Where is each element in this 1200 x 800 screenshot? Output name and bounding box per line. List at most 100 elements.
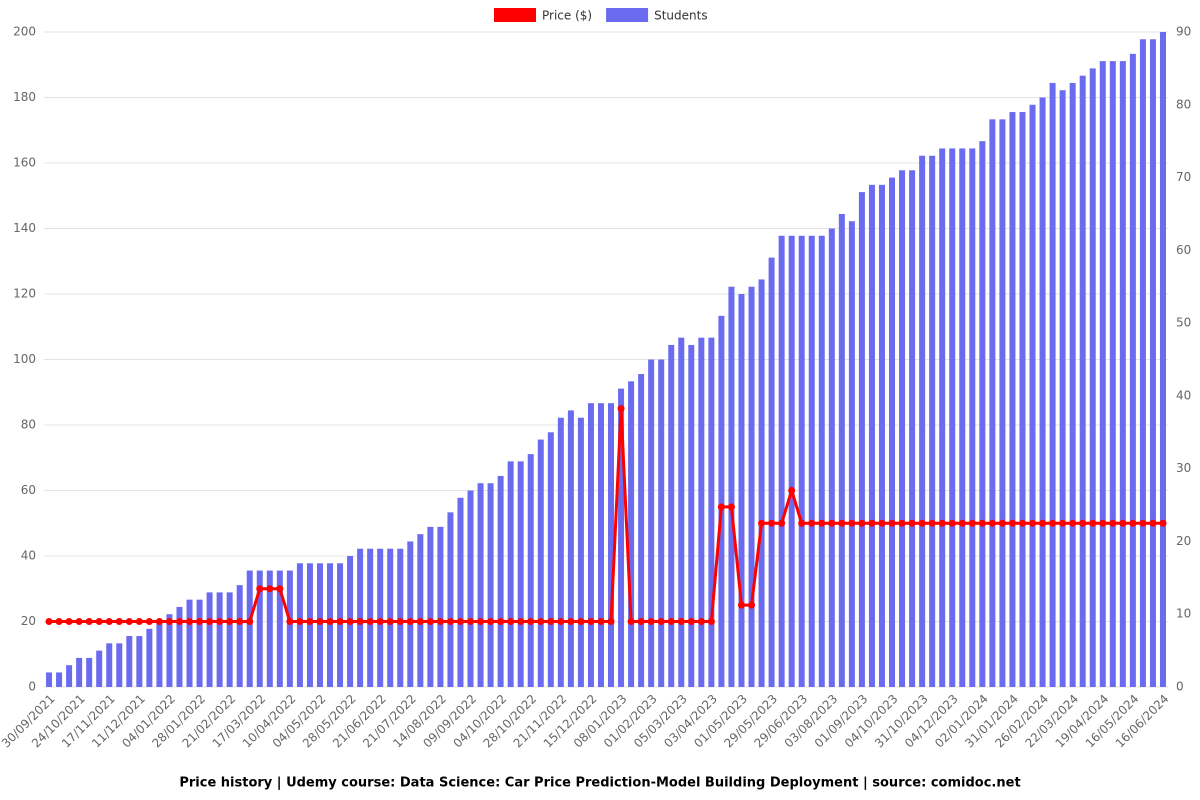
price-point [808, 519, 816, 527]
price-point [1159, 519, 1167, 527]
price-point [165, 618, 173, 625]
bar [66, 665, 73, 687]
price-point [587, 618, 595, 625]
price-point [1018, 519, 1026, 527]
price-point [356, 618, 364, 625]
bar [688, 344, 695, 687]
bar [1039, 97, 1046, 687]
bar [206, 592, 213, 687]
bar [788, 235, 795, 687]
bar [116, 643, 123, 687]
bar [176, 606, 183, 687]
y2-tick-label: 50 [1176, 316, 1191, 330]
bar [858, 192, 865, 687]
price-point [236, 618, 244, 625]
price-point [246, 618, 254, 625]
bar [1109, 61, 1116, 688]
bar [256, 570, 263, 687]
bar [477, 483, 484, 687]
bar [527, 454, 534, 687]
price-point [848, 519, 856, 527]
price-point [456, 618, 464, 625]
bar [296, 563, 303, 687]
price-point [85, 618, 93, 625]
price-point [677, 618, 685, 625]
price-point [798, 519, 806, 527]
legend-swatch [494, 8, 536, 22]
bar [96, 650, 103, 687]
y-tick-label: 20 [21, 614, 36, 628]
price-point [266, 585, 274, 593]
bar [768, 257, 775, 687]
price-point [135, 618, 143, 625]
price-point [216, 618, 224, 625]
price-point [256, 585, 264, 593]
bar [878, 184, 885, 688]
bar [76, 657, 83, 687]
price-point [597, 618, 605, 625]
bar [226, 592, 233, 687]
price-point [155, 618, 163, 625]
bar [357, 548, 364, 687]
y2-tick-label: 30 [1176, 461, 1191, 475]
bar [166, 614, 173, 687]
bar [939, 148, 946, 687]
price-point [868, 519, 876, 527]
price-point [577, 618, 585, 625]
bar [889, 177, 896, 688]
bar [387, 548, 394, 687]
bar [487, 483, 494, 687]
bar [718, 315, 725, 687]
price-point [507, 618, 515, 625]
y-tick-label: 160 [13, 156, 36, 170]
price-point [878, 519, 886, 527]
price-point [1069, 519, 1077, 527]
price-point [376, 618, 384, 625]
price-point [105, 618, 113, 625]
legend-label: Students [654, 9, 708, 23]
price-point [226, 618, 234, 625]
bar [337, 563, 344, 687]
price-point [75, 618, 83, 625]
price-point [206, 618, 214, 625]
bar [397, 548, 404, 687]
price-point [547, 618, 555, 625]
price-point [988, 519, 996, 527]
bar [808, 235, 815, 687]
bar [618, 388, 625, 687]
price-point [517, 618, 525, 625]
price-point [1149, 519, 1157, 527]
price-point [426, 618, 434, 625]
bar [658, 359, 665, 687]
y2-tick-label: 70 [1176, 170, 1191, 184]
chart-title: Price history | Udemy course: Data Scien… [179, 776, 1020, 791]
price-point [186, 618, 194, 625]
price-point [1008, 519, 1016, 527]
bar [999, 119, 1006, 688]
price-point [727, 503, 735, 511]
price-point [637, 618, 645, 625]
bar [1009, 112, 1016, 688]
price-point [477, 618, 485, 625]
price-point [617, 405, 625, 413]
bar [557, 417, 564, 687]
price-point [406, 618, 414, 625]
bar [266, 570, 273, 687]
price-point [326, 618, 334, 625]
price-point [828, 519, 836, 527]
y-tick-label: 180 [13, 90, 36, 104]
bar [959, 148, 966, 687]
price-point [707, 618, 715, 625]
price-point [276, 585, 284, 593]
price-point [416, 618, 424, 625]
bar [899, 170, 906, 687]
bar [798, 235, 805, 687]
price-point [838, 519, 846, 527]
price-point [1099, 519, 1107, 527]
bar [316, 563, 323, 687]
price-point [1119, 519, 1127, 527]
price-point [948, 519, 956, 527]
bar [828, 228, 835, 687]
price-point [1089, 519, 1097, 527]
